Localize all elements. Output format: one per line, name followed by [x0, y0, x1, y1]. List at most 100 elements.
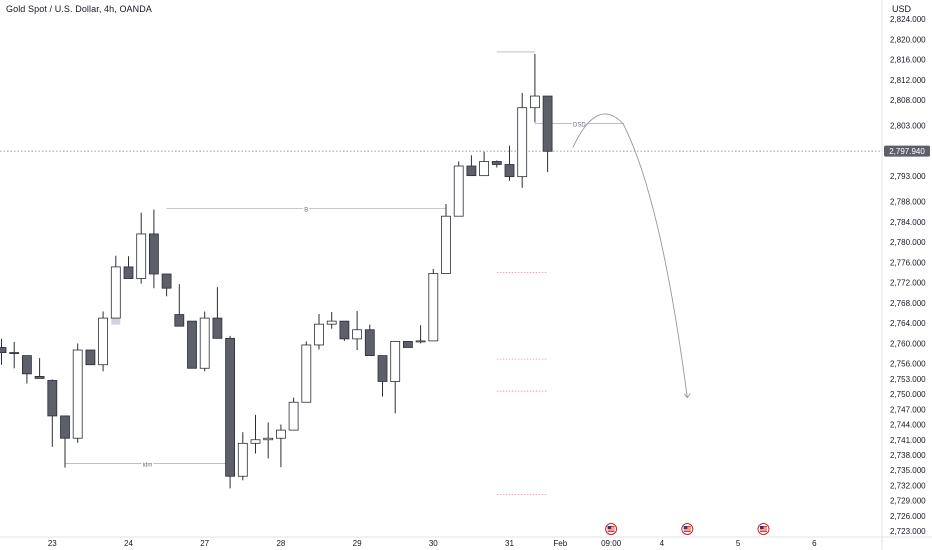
- y-tick-label: 2,735.000: [890, 466, 926, 475]
- candle-body: [479, 161, 490, 177]
- y-tick-label: 2,741.000: [890, 436, 926, 445]
- y-tick-label: 2,744.000: [890, 421, 926, 430]
- candle-body: [352, 329, 363, 340]
- us-flag-icon[interactable]: [681, 523, 694, 535]
- candle-body: [301, 344, 312, 403]
- candle-body: [199, 317, 210, 369]
- y-tick-label: 2,732.000: [890, 481, 926, 490]
- candle-body: [402, 341, 413, 348]
- us-flag-icon[interactable]: [757, 523, 770, 535]
- y-tick-label: 2,756.000: [890, 360, 926, 369]
- level-label: idm: [143, 463, 153, 469]
- candle-body: [60, 415, 70, 439]
- y-tick-label: 2,760.000: [890, 339, 926, 348]
- x-tick-label: 31: [505, 539, 514, 548]
- y-tick-label: 2,820.000: [890, 35, 926, 44]
- y-tick-label: 2,780.000: [890, 238, 926, 247]
- candle-body: [364, 329, 375, 357]
- us-flag-icon[interactable]: [605, 523, 618, 535]
- x-tick-label: 30: [429, 539, 438, 548]
- candle-body: [415, 340, 426, 343]
- x-tick-label: 6: [812, 539, 817, 548]
- candle-body: [136, 233, 147, 279]
- y-tick-label: 2,764.000: [890, 319, 926, 328]
- flag-canton: [683, 526, 688, 529]
- currency-label[interactable]: USD: [892, 4, 912, 14]
- candle-body: [453, 165, 464, 217]
- last-price-value: 2,797.940: [889, 147, 925, 156]
- candle-body: [174, 314, 185, 327]
- candle-body: [530, 95, 540, 109]
- candle-body: [34, 375, 45, 379]
- x-tick-label: 27: [200, 539, 209, 548]
- candle-body: [428, 273, 439, 342]
- y-tick-label: 2,788.000: [890, 197, 926, 206]
- candle-body: [237, 442, 248, 477]
- y-tick-label: 2,784.000: [890, 218, 926, 227]
- y-tick-label: 2,824.000: [890, 15, 926, 24]
- y-tick-label: 2,726.000: [890, 512, 926, 521]
- candle-body: [275, 429, 286, 439]
- candle-body: [98, 317, 108, 366]
- candle-body: [110, 266, 121, 319]
- last-price-tag: [884, 145, 930, 157]
- candle-body: [466, 165, 477, 177]
- y-tick-label: 2,723.000: [890, 527, 926, 536]
- flag-stripe: [607, 529, 615, 531]
- y-tick-label: 2,747.000: [890, 405, 926, 414]
- candle-body: [517, 107, 528, 178]
- candle-body: [326, 320, 337, 325]
- candle-body: [148, 233, 159, 275]
- y-tick-label: 2,738.000: [890, 451, 926, 460]
- candle-body: [390, 341, 401, 382]
- candle-body: [225, 337, 236, 477]
- y-tick-label: 2,793.000: [890, 172, 926, 181]
- y-tick-label: 2,753.000: [890, 375, 926, 384]
- symbol-title[interactable]: Gold Spot / U.S. Dollar, 4h, OANDA: [6, 4, 152, 14]
- y-tick-label: 2,772.000: [890, 279, 926, 288]
- candle-body: [161, 273, 172, 289]
- candle-body: [21, 355, 32, 375]
- forecast-arrow-icon: [683, 393, 691, 399]
- y-tick-label: 2,729.000: [890, 497, 926, 506]
- y-tick-label: 2,776.000: [890, 258, 926, 267]
- candle-body: [542, 95, 553, 152]
- candle-body: [288, 401, 299, 431]
- x-tick-label: 28: [276, 539, 285, 548]
- flag-stripe: [760, 529, 767, 531]
- x-tick-label: 29: [353, 539, 362, 548]
- candle-body: [250, 439, 261, 444]
- candle-body: [441, 215, 451, 274]
- x-tick-label: 23: [48, 539, 57, 548]
- flag-canton: [607, 526, 612, 529]
- forecast-curve: [572, 113, 688, 398]
- candle-body: [504, 164, 515, 178]
- x-tick-label: 5: [736, 539, 741, 548]
- candle-body: [491, 161, 502, 165]
- level-label: DSD: [573, 122, 586, 128]
- candle-body: [123, 266, 134, 279]
- y-tick-label: 2,816.000: [890, 56, 926, 65]
- candle-body: [85, 349, 96, 366]
- candle-body: [212, 317, 223, 339]
- candle-body: [0, 347, 7, 353]
- level-label: B: [304, 208, 308, 214]
- x-tick-label: Feb: [553, 539, 567, 548]
- candle-body: [263, 437, 274, 441]
- flag-canton: [760, 526, 764, 529]
- x-tick-label: 24: [124, 539, 133, 548]
- y-tick-label: 2,803.000: [890, 121, 926, 130]
- x-tick-label: 09:00: [601, 539, 622, 548]
- candle-body: [187, 320, 197, 369]
- candle-body: [47, 380, 58, 417]
- y-tick-label: 2,750.000: [890, 390, 926, 399]
- candle-body: [339, 320, 350, 340]
- candle-body: [9, 352, 20, 354]
- candle-body: [314, 323, 324, 346]
- candle-body: [72, 349, 83, 439]
- flag-stripe: [683, 529, 691, 531]
- y-tick-label: 2,808.000: [890, 96, 926, 105]
- candle-body: [377, 355, 388, 382]
